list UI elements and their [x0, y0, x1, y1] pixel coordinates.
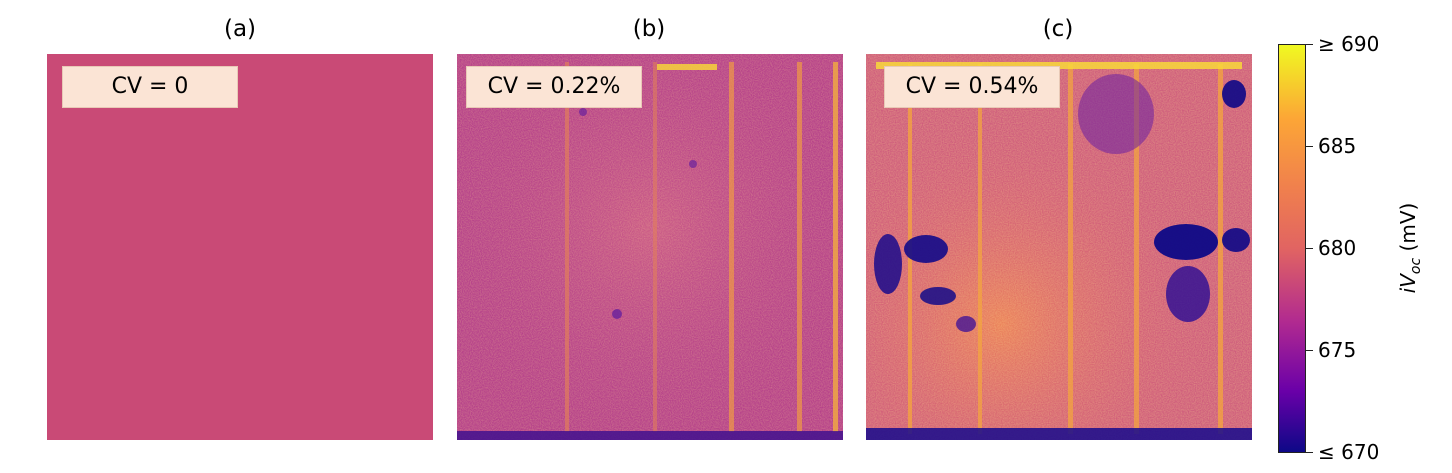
- colorbar-tick: [1306, 350, 1313, 351]
- panel-a-map: [47, 54, 433, 440]
- edge-highlight: [876, 62, 1242, 69]
- stripe: [565, 62, 569, 432]
- low-region: [1078, 74, 1154, 154]
- bottom-edge: [866, 428, 1252, 440]
- colorbar-tick: [1306, 44, 1313, 45]
- panel-b-map: [457, 54, 843, 440]
- dark-cluster: [956, 316, 976, 332]
- dark-cluster: [1154, 224, 1218, 260]
- stripe: [653, 62, 657, 432]
- colorbar: [1278, 44, 1306, 453]
- bottom-edge: [457, 431, 843, 440]
- colorbar-label-unit: (mV): [1396, 202, 1420, 258]
- stripe: [1218, 64, 1223, 434]
- colorbar-tick: [1306, 452, 1313, 453]
- colorbar-tick-label: 680: [1318, 236, 1357, 260]
- colorbar-tick-label: 675: [1318, 338, 1357, 362]
- stripe: [797, 62, 802, 432]
- colorbar-label-subscript: oc: [1408, 257, 1424, 275]
- colorbar-tick: [1306, 248, 1313, 249]
- dark-cluster: [1166, 266, 1210, 322]
- spot: [612, 309, 622, 319]
- colorbar-label-symbol: iV: [1396, 274, 1420, 294]
- edge-highlight: [657, 64, 717, 70]
- stripe: [729, 62, 734, 432]
- colorbar-tick-label: ≥ 690: [1318, 32, 1380, 56]
- dark-cluster: [920, 287, 956, 305]
- dark-cluster: [1222, 80, 1246, 108]
- cv-annotation-c: CV = 0.54%: [884, 66, 1060, 108]
- stripe: [1068, 64, 1073, 434]
- spot: [689, 160, 697, 168]
- stripe: [833, 62, 838, 432]
- stripe: [1134, 64, 1139, 434]
- stripe: [978, 64, 982, 434]
- spot: [579, 108, 587, 116]
- colorbar-tick-label: ≤ 670: [1318, 440, 1380, 464]
- uniform-fill: [47, 54, 433, 440]
- cv-annotation-a: CV = 0: [62, 66, 238, 108]
- texture: [457, 54, 843, 440]
- colorbar-axis-label: iVoc (mV): [1396, 203, 1424, 294]
- panel-b-title: (b): [632, 16, 666, 42]
- panel-c-title: (c): [1042, 16, 1074, 42]
- colorbar-tick-label: 685: [1318, 134, 1357, 158]
- dark-cluster: [1222, 228, 1250, 252]
- dark-cluster: [904, 235, 948, 263]
- panel-a-title: (a): [223, 16, 257, 42]
- cv-annotation-b: CV = 0.22%: [466, 66, 642, 108]
- panel-c-map: [866, 54, 1252, 440]
- dark-cluster: [874, 234, 902, 294]
- colorbar-tick: [1306, 146, 1313, 147]
